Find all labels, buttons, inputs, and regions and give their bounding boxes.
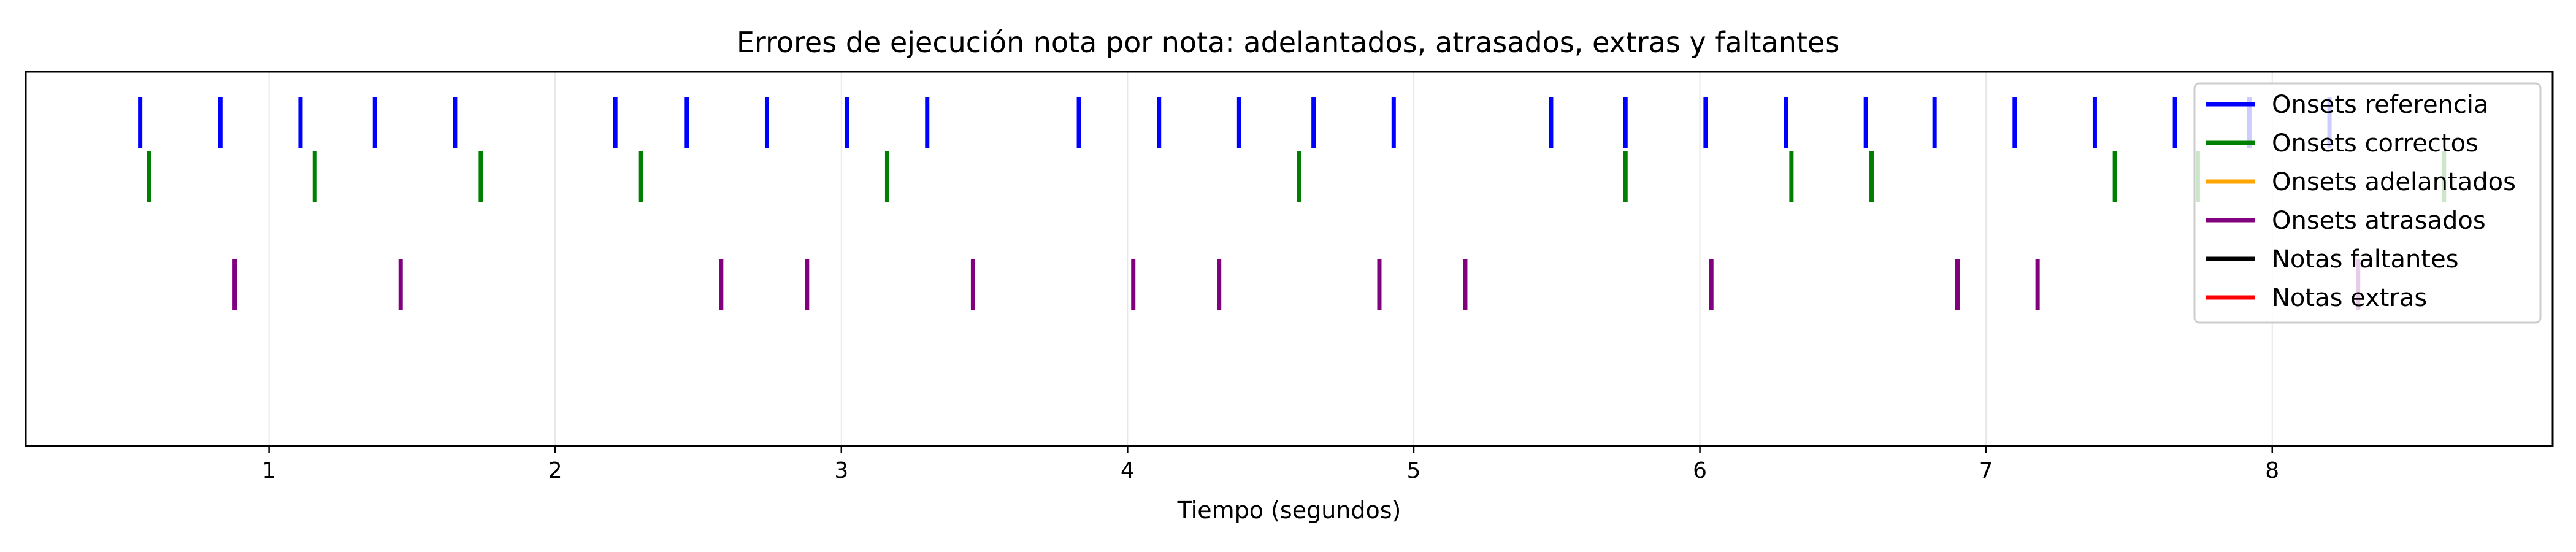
x-tick-label: 2 [548, 458, 562, 483]
legend-label: Notas extras [2272, 284, 2427, 312]
grid-lines [268, 72, 2273, 446]
legend-label: Onsets atrasados [2272, 207, 2486, 235]
x-tick-label: 7 [1979, 458, 1993, 483]
x-tick-label: 3 [834, 458, 848, 483]
legend-label: Onsets correctos [2272, 129, 2478, 158]
legend-label: Onsets referencia [2272, 91, 2489, 119]
x-tick-label: 4 [1121, 458, 1135, 483]
legend-items: Onsets referencia Onsets correctos Onsets … [2206, 91, 2516, 312]
legend-label: Onsets adelantados [2272, 168, 2516, 196]
plot-area [25, 71, 2554, 447]
x-tick-label: 8 [2265, 458, 2279, 483]
legend: Onsets referencia Onsets correctos Onsets … [2193, 82, 2542, 324]
x-axis: 1 2 3 4 5 6 7 8 [262, 446, 2279, 483]
x-tick-label: 6 [1693, 458, 1707, 483]
chart-title: Errores de ejecución nota por nota: adel… [737, 26, 1839, 59]
legend-label: Notas faltantes [2272, 245, 2459, 274]
x-tick-label: 5 [1407, 458, 1421, 483]
x-tick-label: 1 [262, 458, 276, 483]
legend-box [2193, 82, 2542, 324]
event-marks [138, 97, 2447, 310]
x-axis-label: Tiempo (segundos) [1177, 497, 1401, 524]
